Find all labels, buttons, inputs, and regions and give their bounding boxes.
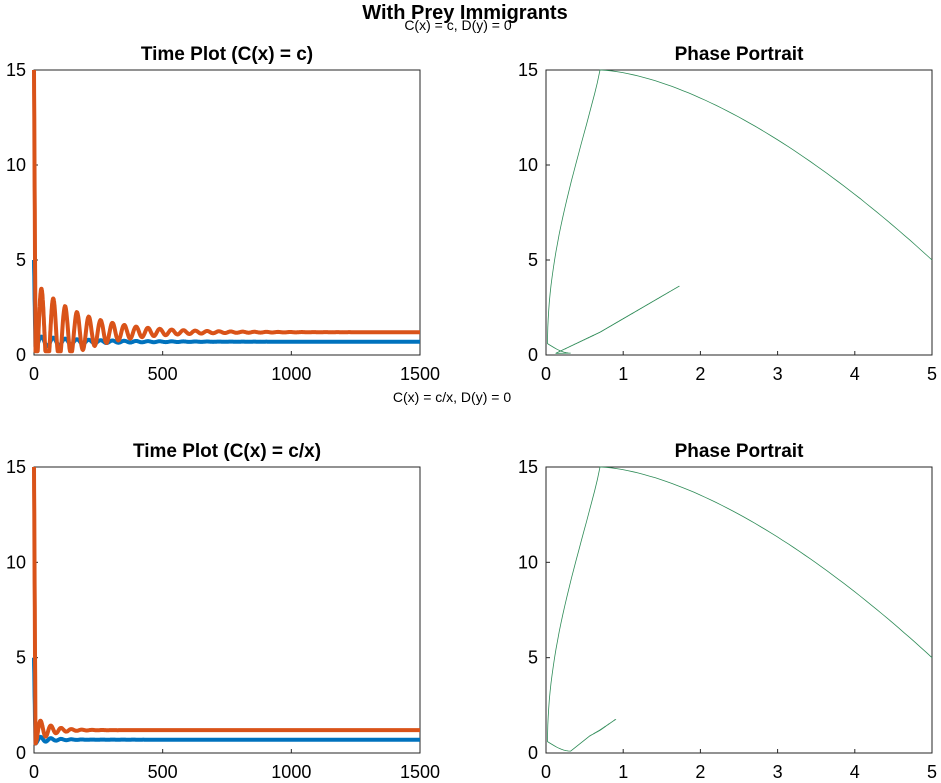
figure-suptitle: With Prey Immigrants xyxy=(362,2,567,24)
plot-area xyxy=(545,69,933,356)
y-tick-label: 10 xyxy=(6,552,26,572)
x-tick-label: 0 xyxy=(29,762,39,782)
x-tick-label: 1 xyxy=(618,364,628,384)
x-tick-label: 0 xyxy=(541,762,551,782)
x-tick-label: 1500 xyxy=(400,364,440,384)
subplot-3: Time Plot (C(x) = c/x) 0 500 1000 1500 0 5 10 15 xyxy=(6,441,440,782)
plot-area xyxy=(33,69,421,356)
x-tick-label: 3 xyxy=(773,762,783,782)
y-tick-label: 10 xyxy=(518,552,538,572)
phase-trajectory xyxy=(547,466,933,752)
subplot-1: Time Plot (C(x) = c) 0 500 1000 1500 0 5 10 15 xyxy=(6,44,440,384)
subplot-2: Phase Portrait 0 1 2 3 4 5 0 5 10 15 xyxy=(518,44,937,384)
phase-trajectory xyxy=(547,69,933,354)
y-tick-label: 0 xyxy=(528,743,538,763)
x-tick-label: 5 xyxy=(927,364,937,384)
x-tick-label: 0 xyxy=(29,364,39,384)
y-tick-label: 15 xyxy=(6,457,26,477)
y-tick-label: 5 xyxy=(16,250,26,270)
x-tick-label: 1500 xyxy=(400,762,440,782)
subplot-title: Phase Portrait xyxy=(675,44,804,65)
row2-label: C(x) = c/x, D(y) = 0 xyxy=(393,389,511,405)
x-tick-label: 2 xyxy=(695,762,705,782)
subplot-title: Time Plot (C(x) = c/x) xyxy=(133,441,321,462)
subplot-4: Phase Portrait 0 1 2 3 4 5 0 5 10 15 xyxy=(518,441,937,782)
x-tick-label: 5 xyxy=(927,762,937,782)
y-tick-label: 0 xyxy=(16,743,26,763)
series-line-predator xyxy=(32,466,422,746)
x-tick-label: 2 xyxy=(695,364,705,384)
series-line-predator xyxy=(32,69,422,354)
y-tick-label: 15 xyxy=(6,60,26,80)
plot-area xyxy=(33,466,421,754)
series-line-prey xyxy=(32,657,422,746)
row1-label: C(x) = c, D(y) = 0 xyxy=(404,17,512,33)
x-tick-label: 4 xyxy=(850,762,860,782)
subplot-title: Phase Portrait xyxy=(675,441,804,462)
plot-area xyxy=(545,466,933,754)
x-tick-label: 1000 xyxy=(271,364,311,384)
x-tick-label: 500 xyxy=(148,762,178,782)
y-tick-label: 15 xyxy=(518,60,538,80)
x-tick-label: 1 xyxy=(618,762,628,782)
y-tick-label: 5 xyxy=(528,648,538,668)
x-tick-label: 500 xyxy=(148,364,178,384)
y-tick-label: 0 xyxy=(16,345,26,365)
x-tick-label: 0 xyxy=(541,364,551,384)
subplot-title: Time Plot (C(x) = c) xyxy=(141,44,313,65)
y-tick-label: 5 xyxy=(16,648,26,668)
x-tick-label: 3 xyxy=(773,364,783,384)
y-tick-label: 10 xyxy=(6,155,26,175)
y-tick-label: 5 xyxy=(528,250,538,270)
x-tick-label: 4 xyxy=(850,364,860,384)
x-tick-label: 1000 xyxy=(271,762,311,782)
y-tick-label: 10 xyxy=(518,155,538,175)
series-line-prey xyxy=(32,259,422,350)
y-tick-label: 0 xyxy=(528,345,538,365)
y-tick-label: 15 xyxy=(518,457,538,477)
